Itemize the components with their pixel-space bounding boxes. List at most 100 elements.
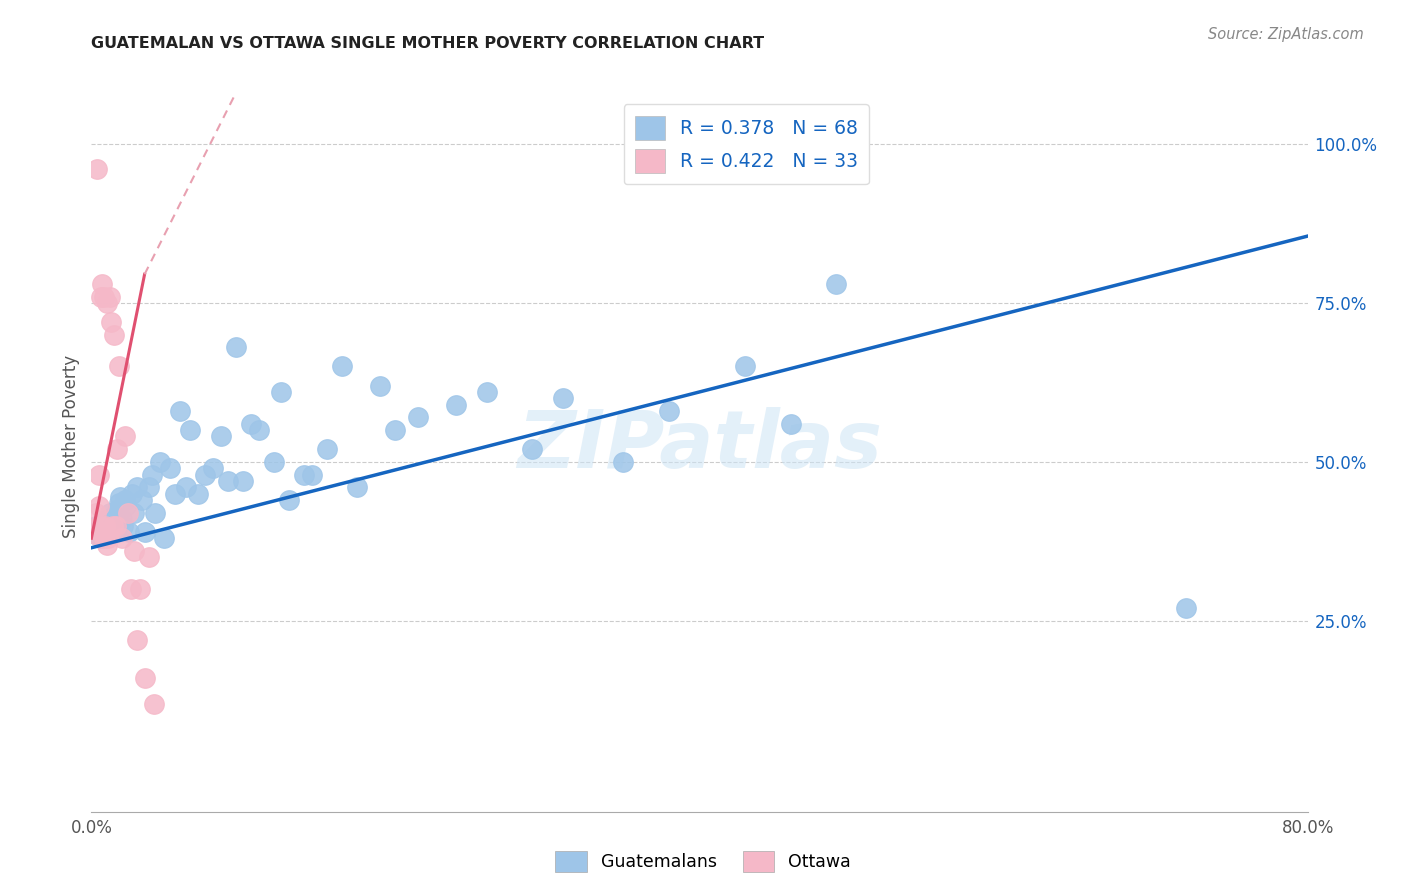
Point xyxy=(270,384,292,399)
Point xyxy=(98,289,121,303)
Point xyxy=(114,429,136,443)
Point xyxy=(179,423,201,437)
Point xyxy=(169,404,191,418)
Legend: Guatemalans, Ottawa: Guatemalans, Ottawa xyxy=(548,844,858,879)
Point xyxy=(84,518,107,533)
Point xyxy=(105,442,128,457)
Point xyxy=(263,455,285,469)
Point xyxy=(779,417,801,431)
Point xyxy=(96,538,118,552)
Point xyxy=(138,550,160,565)
Point xyxy=(138,480,160,494)
Point xyxy=(93,531,115,545)
Point xyxy=(89,518,111,533)
Point xyxy=(104,518,127,533)
Point xyxy=(121,486,143,500)
Point xyxy=(658,404,681,418)
Point xyxy=(143,506,166,520)
Point xyxy=(94,522,117,536)
Point xyxy=(86,528,108,542)
Point xyxy=(346,480,368,494)
Point xyxy=(129,582,152,596)
Point xyxy=(125,480,148,494)
Point xyxy=(316,442,339,457)
Point xyxy=(100,315,122,329)
Point xyxy=(110,490,132,504)
Point xyxy=(87,500,110,514)
Point xyxy=(301,467,323,482)
Point xyxy=(174,480,197,494)
Point xyxy=(159,461,181,475)
Legend: R = 0.378   N = 68, R = 0.422   N = 33: R = 0.378 N = 68, R = 0.422 N = 33 xyxy=(624,104,869,185)
Point xyxy=(87,467,110,482)
Point xyxy=(330,359,353,374)
Point xyxy=(83,522,105,536)
Point xyxy=(217,474,239,488)
Point xyxy=(96,512,118,526)
Point xyxy=(475,384,498,399)
Point xyxy=(91,524,114,539)
Point xyxy=(522,442,544,457)
Point xyxy=(292,467,315,482)
Text: ZIPatlas: ZIPatlas xyxy=(517,407,882,485)
Point xyxy=(111,512,134,526)
Point xyxy=(825,277,848,291)
Point xyxy=(131,493,153,508)
Point xyxy=(149,455,172,469)
Point xyxy=(551,392,574,406)
Point xyxy=(91,277,114,291)
Point xyxy=(107,496,129,510)
Point xyxy=(101,518,124,533)
Point xyxy=(87,522,110,536)
Point xyxy=(1174,601,1197,615)
Point xyxy=(225,340,247,354)
Point xyxy=(134,671,156,685)
Point xyxy=(89,289,111,303)
Point xyxy=(89,531,111,545)
Point xyxy=(103,327,125,342)
Point xyxy=(120,582,142,596)
Point xyxy=(105,502,128,516)
Point xyxy=(86,162,108,177)
Point xyxy=(209,429,232,443)
Y-axis label: Single Mother Poverty: Single Mother Poverty xyxy=(62,354,80,538)
Point xyxy=(278,493,301,508)
Point xyxy=(734,359,756,374)
Point xyxy=(202,461,225,475)
Point xyxy=(84,506,107,520)
Point xyxy=(111,531,134,545)
Point xyxy=(444,398,467,412)
Point xyxy=(163,486,186,500)
Point xyxy=(93,516,115,530)
Point xyxy=(406,410,429,425)
Point xyxy=(97,531,120,545)
Point xyxy=(115,500,138,514)
Point xyxy=(141,467,163,482)
Text: GUATEMALAN VS OTTAWA SINGLE MOTHER POVERTY CORRELATION CHART: GUATEMALAN VS OTTAWA SINGLE MOTHER POVER… xyxy=(91,36,765,51)
Point xyxy=(94,518,117,533)
Point xyxy=(100,512,122,526)
Point xyxy=(86,528,108,542)
Text: Source: ZipAtlas.com: Source: ZipAtlas.com xyxy=(1208,27,1364,42)
Point xyxy=(134,524,156,539)
Point xyxy=(96,296,118,310)
Point xyxy=(368,378,391,392)
Point xyxy=(93,289,115,303)
Point xyxy=(125,632,148,647)
Point xyxy=(187,486,209,500)
Point xyxy=(83,524,105,539)
Point xyxy=(107,359,129,374)
Point xyxy=(98,506,121,520)
Point xyxy=(104,524,127,539)
Point xyxy=(97,522,120,536)
Point xyxy=(612,455,634,469)
Point xyxy=(101,518,124,533)
Point xyxy=(122,544,145,558)
Point xyxy=(112,518,135,533)
Point xyxy=(247,423,270,437)
Point xyxy=(117,506,139,520)
Point xyxy=(153,531,176,545)
Point xyxy=(232,474,254,488)
Point xyxy=(240,417,263,431)
Point xyxy=(91,524,114,539)
